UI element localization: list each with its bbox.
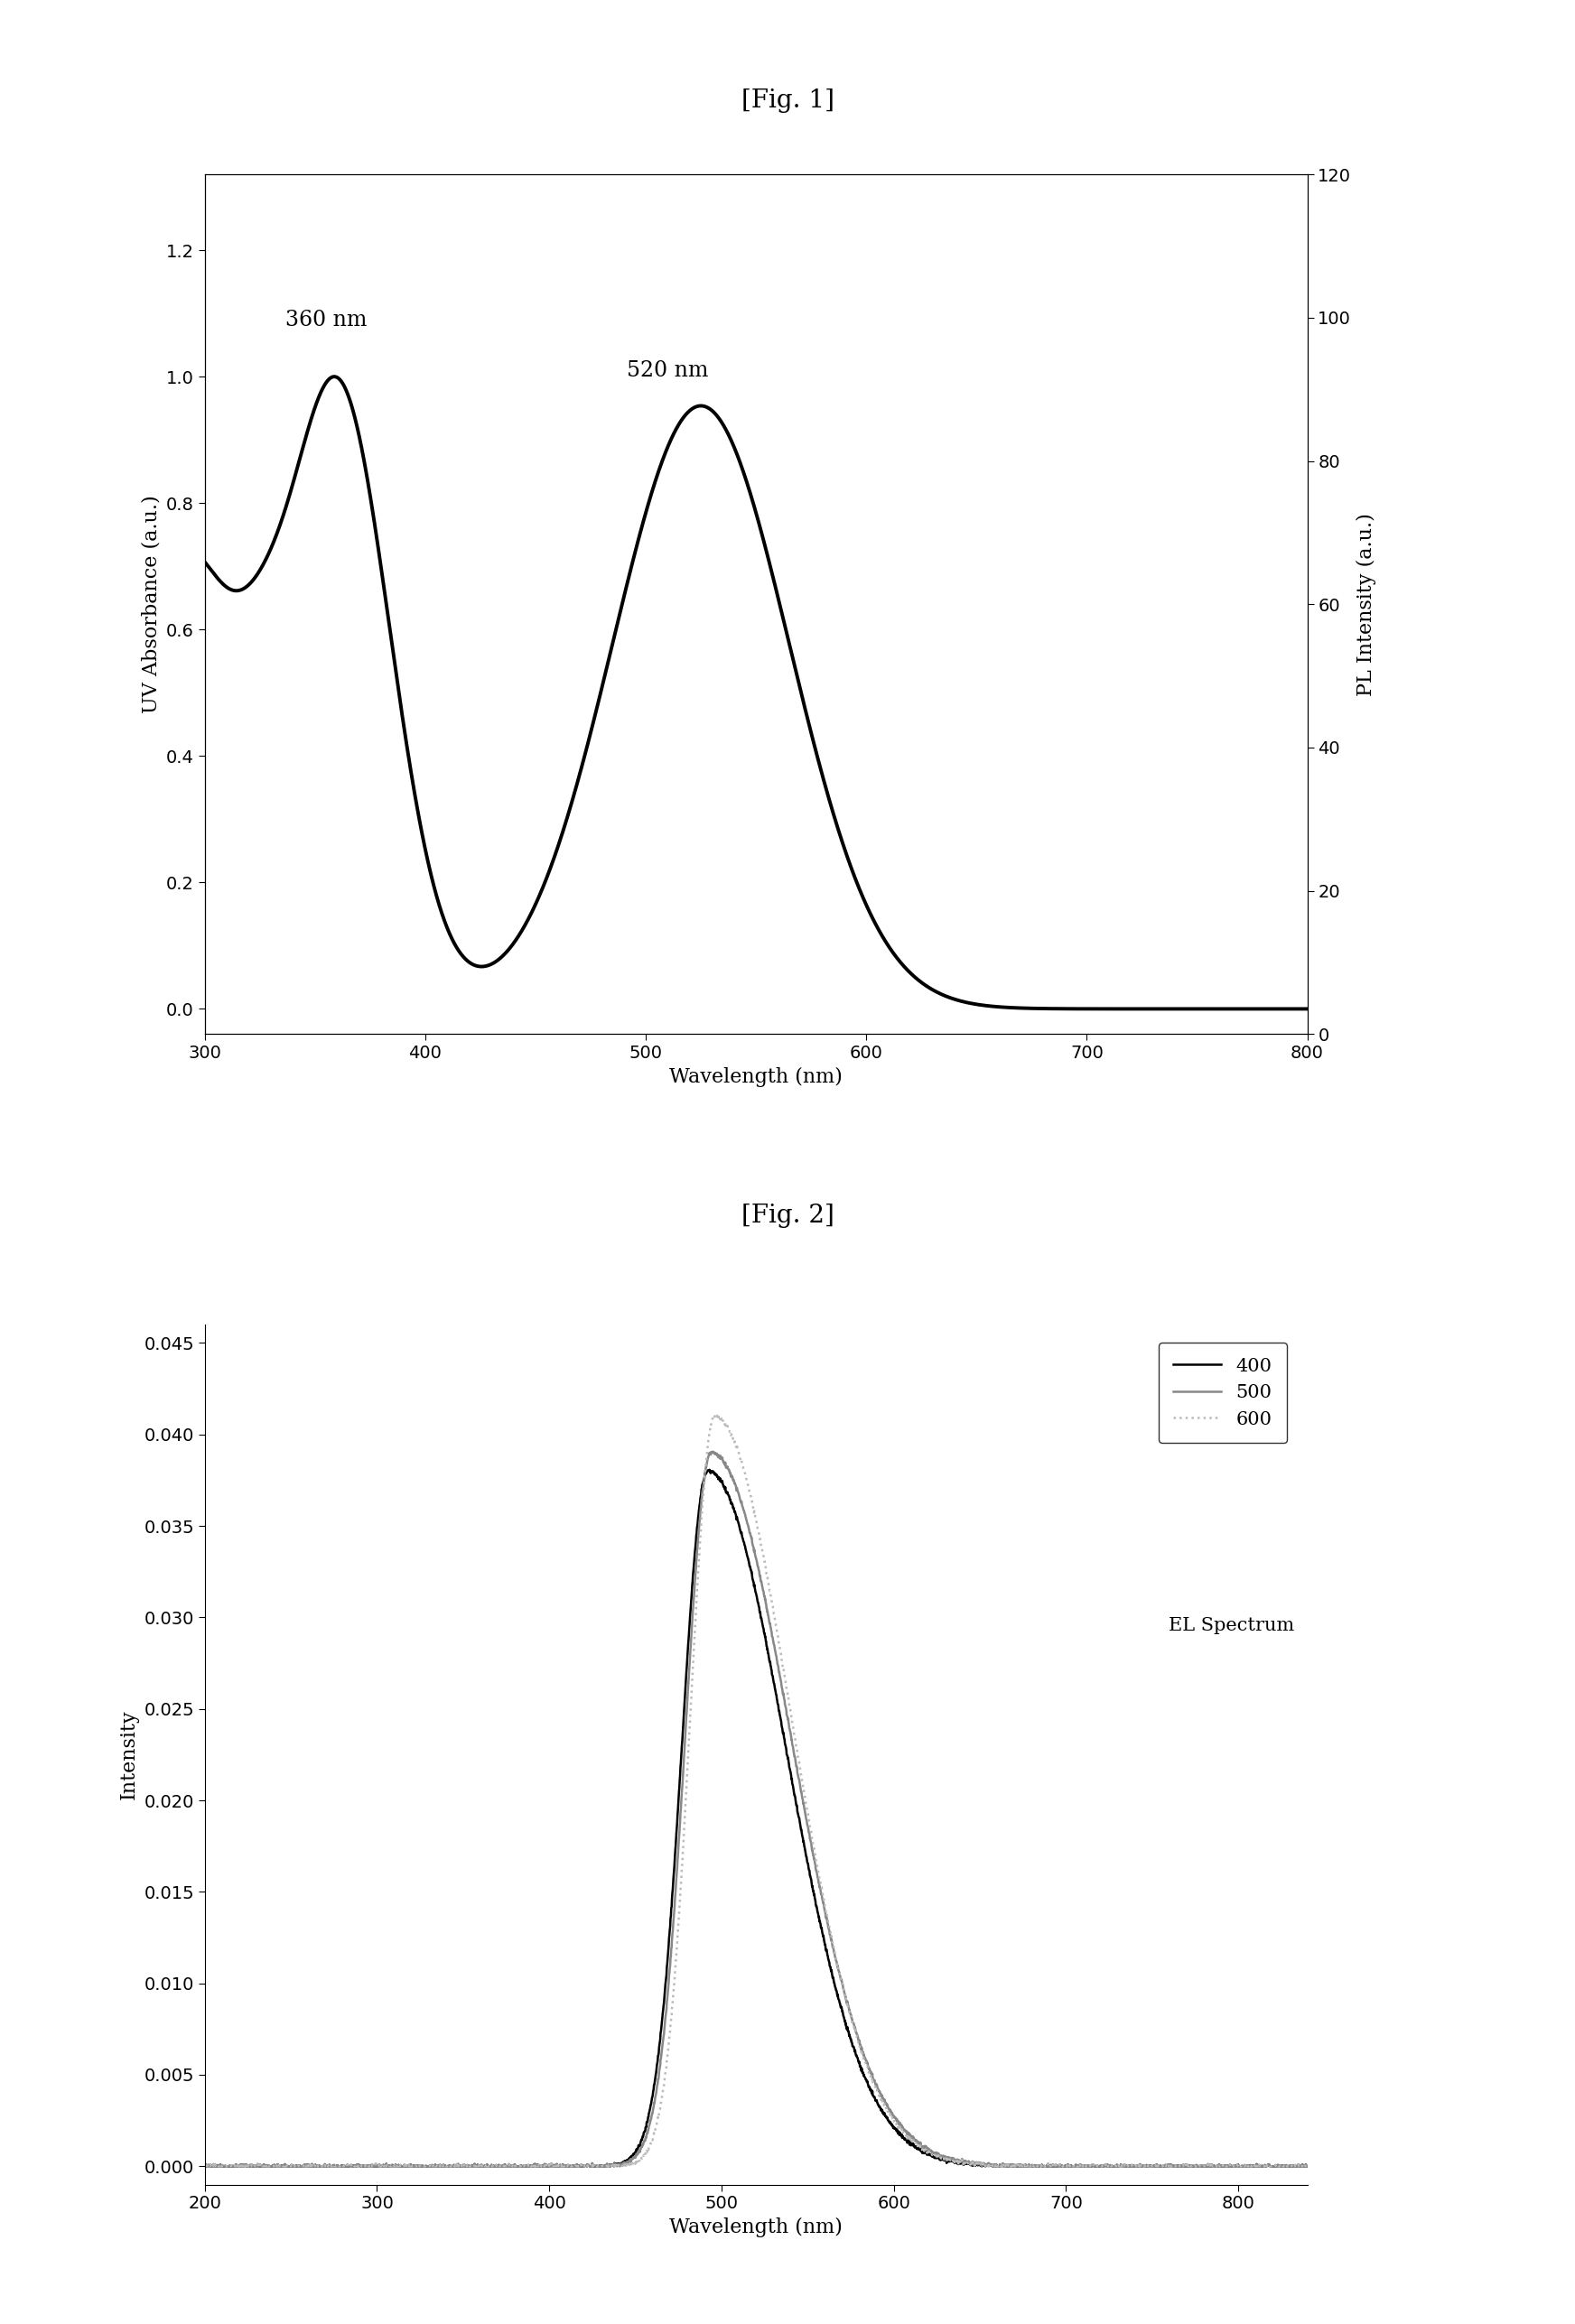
400 [1158, 2152, 1177, 2180]
600 [195, 2150, 214, 2178]
Text: 360 nm: 360 nm [285, 309, 367, 330]
Text: [Fig. 1]: [Fig. 1] [740, 88, 835, 112]
Line: 500: 500 [205, 1452, 1307, 2166]
400 [1277, 2152, 1296, 2180]
400 [619, 2147, 638, 2175]
500 [197, 2152, 216, 2180]
400 [197, 2152, 216, 2180]
Y-axis label: Intensity: Intensity [120, 1710, 139, 1799]
500 [619, 2150, 638, 2178]
600 [387, 2152, 406, 2180]
400 [195, 2150, 214, 2178]
400 [666, 1831, 685, 1859]
Y-axis label: UV Absorbance (a.u.): UV Absorbance (a.u.) [142, 495, 161, 713]
X-axis label: Wavelength (nm): Wavelength (nm) [669, 2217, 843, 2238]
Line: 600: 600 [205, 1415, 1307, 2166]
Text: 520 nm: 520 nm [627, 360, 709, 381]
Legend: 400, 500, 600: 400, 500, 600 [1159, 1343, 1287, 1443]
400 [699, 1455, 718, 1483]
600 [706, 1401, 724, 1429]
500 [387, 2152, 406, 2180]
600 [1158, 2152, 1177, 2180]
400 [1298, 2152, 1317, 2180]
600 [619, 2152, 638, 2180]
Y-axis label: PL Intensity (a.u.): PL Intensity (a.u.) [1356, 514, 1377, 695]
500 [321, 2152, 340, 2180]
600 [197, 2152, 216, 2180]
Text: EL Spectrum: EL Spectrum [1169, 1618, 1295, 1634]
Line: 400: 400 [205, 1469, 1307, 2166]
400 [321, 2152, 340, 2180]
500 [1158, 2152, 1177, 2180]
600 [1298, 2152, 1317, 2180]
Text: [Fig. 2]: [Fig. 2] [742, 1204, 833, 1227]
500 [666, 1875, 685, 1903]
600 [666, 1950, 685, 1978]
500 [704, 1439, 723, 1466]
600 [321, 2152, 340, 2180]
X-axis label: Wavelength (nm): Wavelength (nm) [669, 1067, 843, 1088]
400 [387, 2152, 406, 2180]
500 [195, 2150, 214, 2178]
600 [1277, 2152, 1296, 2180]
500 [1298, 2152, 1317, 2180]
500 [1277, 2152, 1296, 2180]
